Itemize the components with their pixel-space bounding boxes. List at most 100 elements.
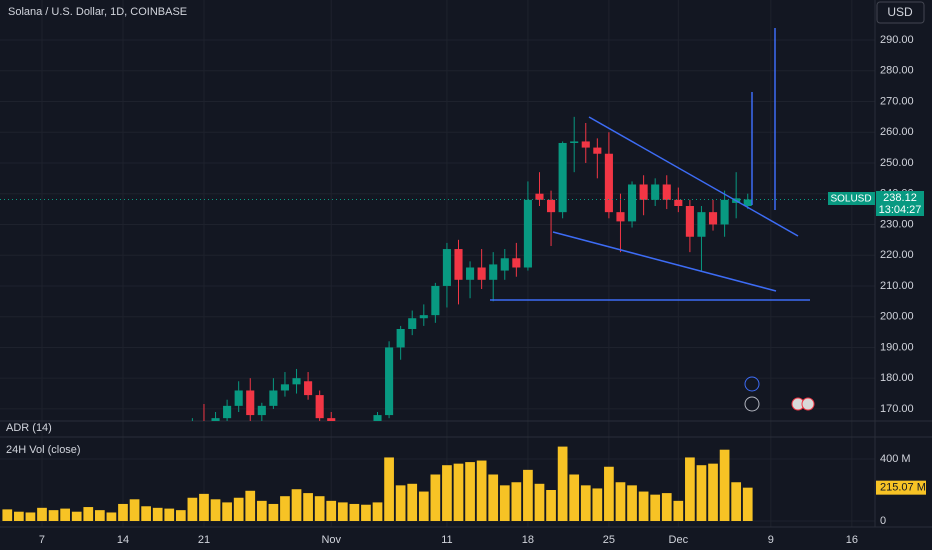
volume-bar: [71, 511, 82, 522]
vol-tick-label: 0: [880, 515, 886, 527]
x-tick-label: 11: [441, 534, 452, 546]
chart-title: Solana / U.S. Dollar, 1D, COINBASE: [8, 6, 187, 18]
volume-bar: [314, 496, 325, 522]
volume-bar: [233, 497, 244, 522]
x-tick-label: Dec: [669, 534, 689, 546]
y-tick-label: 200.00: [880, 311, 914, 323]
volume-bar: [83, 507, 94, 522]
volume-bar: [476, 460, 487, 522]
vol-tick-label: 400 M: [880, 453, 911, 465]
countdown: 13:04:27: [879, 204, 922, 216]
volume-bar: [268, 503, 279, 522]
candle-body: [257, 405, 266, 416]
y-tick-label: 260.00: [880, 126, 914, 138]
volume-bar: [13, 511, 24, 522]
volume-bar: [569, 474, 580, 522]
y-tick-label: 250.00: [880, 157, 914, 169]
volume-bar: [256, 500, 267, 522]
trend-line: [588, 116, 799, 237]
candle-body: [616, 212, 625, 222]
volume-bar: [291, 489, 302, 522]
currency-label: USD: [887, 5, 913, 19]
candle-body: [431, 285, 440, 316]
volume-value-box: [876, 480, 926, 495]
y-tick-label: 170.00: [880, 403, 914, 415]
y-tick-label: 210.00: [880, 280, 914, 292]
volume-bar: [326, 500, 337, 522]
volume-bars: [2, 446, 753, 522]
volume-bar: [48, 510, 59, 522]
candle-body: [223, 405, 232, 419]
candle-body: [280, 384, 290, 391]
x-tick-label: 18: [522, 534, 534, 546]
volume-bar: [361, 504, 371, 522]
volume-bar: [2, 509, 13, 522]
volume-bar: [106, 512, 117, 522]
drawings: [490, 28, 810, 301]
volume-bar: [94, 510, 105, 522]
volume-bar: [395, 485, 406, 522]
candle-body: [419, 315, 428, 319]
candle-body: [535, 193, 544, 200]
volume-bar: [499, 485, 510, 522]
event-icons: [744, 376, 815, 412]
volume-value-label: 215.07 M: [880, 482, 926, 494]
candle-body: [685, 206, 694, 237]
volume-bar: [708, 463, 718, 522]
candle-body: [558, 142, 567, 213]
y-tick-label: 290.00: [880, 34, 914, 46]
volume-bar: [546, 489, 556, 522]
volume-bar: [592, 488, 603, 522]
volume-bar: [337, 502, 348, 522]
candle-body: [396, 328, 405, 348]
volume-bar: [407, 483, 418, 522]
volume-bar: [731, 482, 742, 522]
symbol-box: [828, 192, 875, 205]
flag-icon[interactable]: [801, 397, 815, 411]
volume-bar: [372, 502, 383, 522]
candle-body: [315, 395, 324, 419]
x-tick-label: 21: [198, 534, 210, 546]
indicator-label: ADR (14): [6, 422, 52, 434]
candle-body: [327, 418, 336, 421]
candle-body: [269, 390, 278, 406]
volume-bar: [430, 474, 441, 522]
x-tick-label: Nov: [321, 534, 341, 546]
candle-body: [373, 415, 382, 421]
volume-bar: [742, 487, 753, 522]
currency-button[interactable]: [876, 1, 925, 24]
y-tick-label: 180.00: [880, 372, 914, 384]
volume-bar: [638, 491, 649, 522]
candle-body: [627, 184, 637, 222]
candle-body: [604, 153, 613, 213]
volume-bar: [534, 483, 545, 522]
volume-bar: [557, 446, 568, 522]
event-icon[interactable]: [744, 376, 760, 392]
volume-bar: [60, 508, 70, 522]
volume-bar: [453, 463, 464, 522]
volume-bar: [303, 493, 313, 522]
candle-body: [466, 267, 475, 280]
candle-body: [743, 199, 752, 207]
price-label: SOLUSD 238.12 13:04:27: [828, 191, 924, 216]
volume-bar: [199, 493, 209, 522]
volume-bar: [650, 494, 661, 522]
volume-bar: [523, 469, 533, 522]
volume-bar: [580, 485, 591, 522]
last-price-box: [876, 191, 924, 216]
volume-bar: [152, 507, 163, 522]
candle-body: [477, 267, 486, 280]
candle-body: [639, 184, 648, 200]
y-tick-label: 230.00: [880, 218, 914, 230]
symbol-label: SOLUSD: [830, 194, 871, 205]
event-icon[interactable]: [744, 396, 760, 412]
volume-bar: [627, 485, 637, 522]
volume-label: 24H Vol (close): [6, 444, 81, 456]
volume-bar: [280, 496, 290, 522]
volume-bar: [222, 502, 232, 522]
x-tick-label: 7: [39, 534, 45, 546]
candle-body: [292, 378, 301, 385]
y-tick-label: 220.00: [880, 249, 914, 261]
volume-bar: [37, 507, 47, 522]
